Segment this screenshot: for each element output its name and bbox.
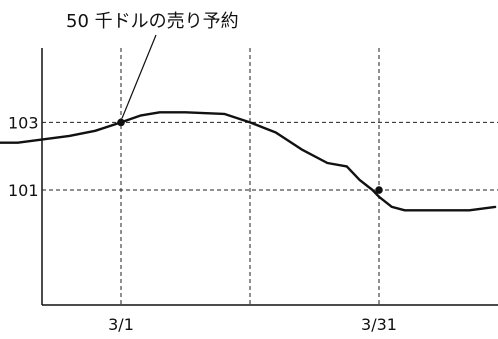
x-tick-label-3-31: 3/31 [361,315,397,334]
y-tick-label-101: 101 [8,181,39,200]
exchange-rate-line [0,111,497,212]
y-tick-label-103: 103 [8,113,39,132]
forward-contract-annotation: 50 千ドルの売り予約 [66,11,239,32]
x-tick-label-3-1: 3/1 [108,315,134,334]
maturity-point [375,186,383,194]
annotation-leader-line [121,34,157,119]
forward-contract-point [117,118,125,127]
